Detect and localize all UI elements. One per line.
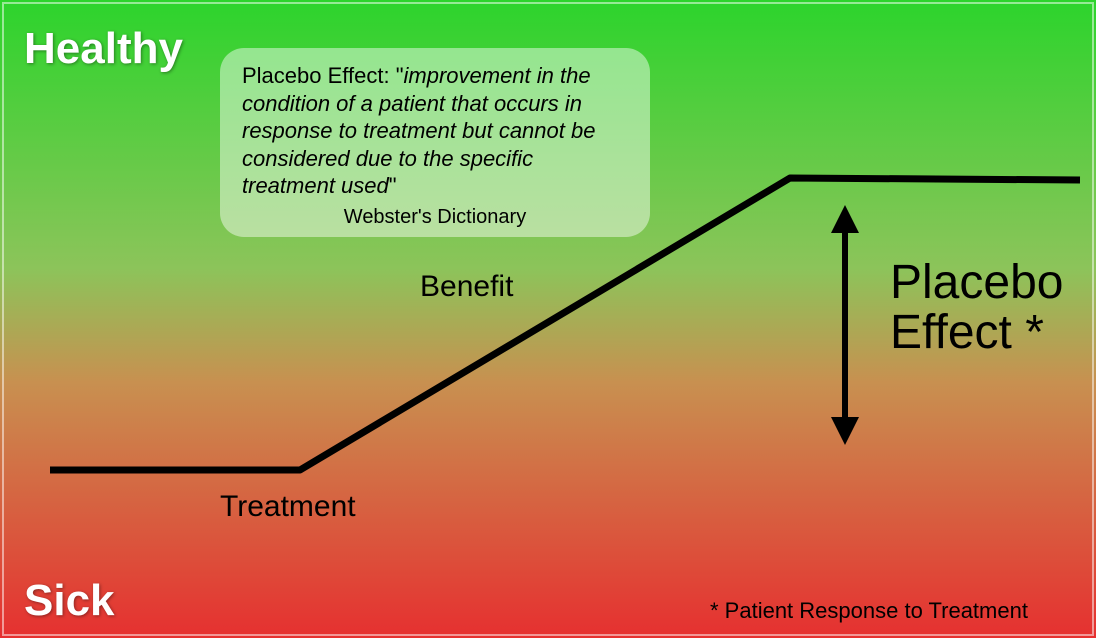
footnote-text: * Patient Response to Treatment — [710, 598, 1028, 624]
axis-label-healthy: Healthy — [24, 24, 183, 74]
benefit-label: Benefit — [420, 270, 513, 304]
placebo-effect-line2: Effect * — [890, 308, 1063, 358]
definition-callout: Placebo Effect: "improvement in the cond… — [220, 48, 650, 237]
definition-source: Webster's Dictionary — [242, 206, 628, 229]
definition-text: Placebo Effect: "improvement in the cond… — [242, 62, 628, 200]
axis-label-sick: Sick — [24, 576, 115, 626]
placebo-effect-line1: Placebo — [890, 258, 1063, 308]
placebo-effect-label: Placebo Effect * — [890, 258, 1063, 359]
diagram-stage: Healthy Sick Placebo Effect: "improvemen… — [0, 0, 1096, 638]
treatment-label: Treatment — [220, 490, 356, 524]
definition-lead: Placebo Effect: " — [242, 63, 404, 88]
definition-trail: " — [389, 173, 397, 198]
